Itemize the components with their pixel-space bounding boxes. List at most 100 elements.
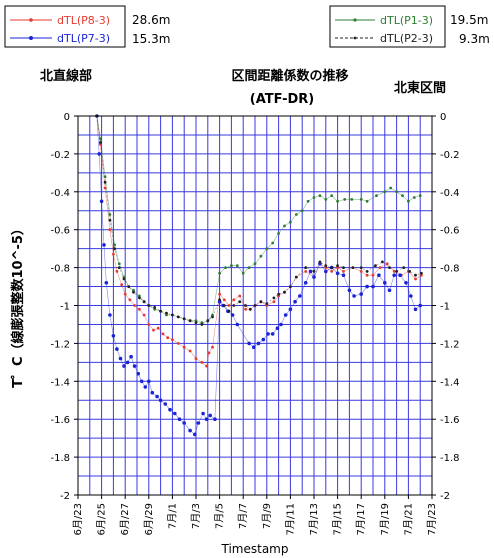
data-point-dTL(P2-3): [277, 292, 280, 296]
y-tick-label-left: -0.4: [50, 188, 70, 199]
y-tick-label-left: -1.8: [50, 453, 70, 464]
data-point-dTL(P8-3): [161, 332, 165, 336]
data-point-dTL(P1-3): [247, 266, 251, 269]
data-point-dTL(P7-3): [196, 421, 201, 425]
data-point-dTL(P7-3): [392, 273, 397, 278]
data-point-dTL(P7-3): [122, 364, 126, 368]
data-point-dTL(P7-3): [279, 322, 283, 327]
data-point-dTL(P7-3): [208, 413, 212, 418]
data-point-dTL(P1-3): [294, 213, 298, 216]
data-point-dTL(P7-3): [158, 398, 163, 403]
y-tick-label-left: 0: [64, 112, 70, 123]
data-point-dTL(P1-3): [103, 175, 107, 179]
data-point-dTL(P2-3): [253, 304, 257, 307]
data-point-dTL(P2-3): [153, 306, 157, 309]
data-point-dTL(P2-3): [206, 319, 210, 323]
x-axis-label: Timestamp: [221, 542, 289, 556]
data-point-dTL(P7-3): [398, 273, 402, 278]
data-point-dTL(P8-3): [194, 357, 198, 360]
data-point-dTL(P1-3): [108, 213, 112, 216]
data-point-dTL(P8-3): [211, 345, 214, 349]
data-point-dTL(P8-3): [385, 262, 389, 266]
data-point-dTL(P8-3): [365, 273, 369, 277]
legend-right-box: [329, 5, 446, 48]
x-tick-label: 7月/15: [332, 503, 344, 535]
data-point-dTL(P7-3): [235, 322, 240, 327]
data-point-dTL(P1-3): [418, 194, 422, 198]
data-point-dTL(P1-3): [230, 264, 233, 268]
data-point-dTL(P8-3): [112, 252, 115, 256]
x-tick-label: 7月/5: [214, 503, 226, 529]
data-point-dTL(P2-3): [420, 271, 423, 275]
legend-label-p7-3: dTL(P7-3): [57, 32, 110, 45]
data-point-dTL(P7-3): [303, 281, 308, 285]
y-tick-label-right: -0.6: [440, 226, 460, 237]
data-point-dTL(P8-3): [205, 364, 209, 368]
data-point-dTL(P8-3): [330, 270, 334, 273]
x-tick-label: 7月/21: [402, 503, 414, 535]
data-point-dTL(P1-3): [224, 266, 227, 269]
data-point-dTL(P1-3): [218, 271, 222, 275]
data-point-dTL(P8-3): [103, 186, 107, 190]
data-point-dTL(P2-3): [188, 319, 192, 323]
data-point-dTL(P8-3): [138, 307, 141, 311]
data-point-dTL(P7-3): [147, 379, 151, 384]
data-point-dTL(P8-3): [166, 336, 170, 340]
data-point-dTL(P8-3): [371, 273, 375, 277]
data-point-dTL(P7-3): [193, 432, 197, 437]
data-point-dTL(P8-3): [182, 345, 186, 349]
data-point-dTL(P1-3): [306, 199, 310, 203]
data-point-dTL(P2-3): [159, 309, 163, 313]
data-point-dTL(P7-3): [168, 407, 172, 412]
data-point-dTL(P7-3): [136, 371, 140, 376]
right-section-label: 北東区間: [394, 80, 446, 96]
data-point-dTL(P2-3): [147, 304, 151, 307]
data-point-dTL(P1-3): [343, 198, 347, 201]
legend-marker-p1-3: [353, 18, 357, 22]
data-point-dTL(P7-3): [111, 334, 116, 338]
data-point-dTL(P2-3): [408, 270, 411, 273]
data-point-dTL(P2-3): [171, 313, 174, 317]
data-point-dTL(P7-3): [182, 421, 186, 425]
data-point-dTL(P2-3): [122, 277, 126, 281]
legend-left: dTL(P8-3) dTL(P7-3): [4, 5, 126, 48]
data-point-dTL(P1-3): [117, 262, 121, 266]
data-point-dTL(P2-3): [402, 266, 406, 269]
data-point-dTL(P7-3): [188, 428, 192, 433]
data-point-dTL(P7-3): [97, 152, 101, 156]
data-point-dTL(P7-3): [132, 364, 137, 368]
data-point-dTL(P8-3): [128, 298, 132, 302]
legend-marker-p8-3: [29, 18, 33, 22]
data-point-dTL(P8-3): [133, 304, 137, 307]
data-point-dTL(P7-3): [341, 273, 346, 278]
data-point-dTL(P2-3): [365, 270, 369, 273]
y-tick-label-left: -1.2: [50, 339, 70, 350]
data-point-dTL(P2-3): [272, 296, 276, 300]
data-point-dTL(P7-3): [308, 269, 313, 274]
x-tick-label: 7月/1: [166, 503, 178, 529]
data-point-dTL(P8-3): [120, 283, 124, 287]
data-point-dTL(P7-3): [413, 307, 418, 312]
plot-axes: 0 0 -0.2 -0.2 -0.4 -0.4 -0.6 -0.6 -0.8 -0.8 -1 -1 -1…: [50, 112, 459, 535]
data-point-dTL(P7-3): [115, 347, 119, 351]
x-tick-label: 6月/23: [72, 503, 84, 535]
y-tick-label-left: -0.6: [50, 226, 70, 237]
data-point-dTL(P8-3): [378, 266, 382, 269]
data-point-dTL(P7-3): [150, 390, 155, 395]
data-point-dTL(P7-3): [99, 199, 104, 204]
data-point-dTL(P1-3): [265, 247, 269, 251]
y-tick-label-right: -1.2: [440, 339, 460, 350]
data-point-dTL(P7-3): [177, 417, 182, 422]
data-point-dTL(P2-3): [222, 304, 226, 307]
data-point-dTL(P8-3): [123, 292, 127, 296]
y-tick-label-left: -2: [60, 491, 70, 502]
data-point-dTL(P1-3): [412, 196, 416, 199]
data-point-dTL(P1-3): [235, 264, 239, 268]
data-point-dTL(P7-3): [283, 313, 288, 317]
data-point-dTL(P8-3): [115, 270, 119, 273]
data-point-dTL(P8-3): [142, 313, 146, 317]
data-point-dTL(P2-3): [395, 270, 398, 273]
data-point-dTL(P7-3): [129, 354, 133, 359]
data-point-dTL(P7-3): [298, 294, 302, 298]
